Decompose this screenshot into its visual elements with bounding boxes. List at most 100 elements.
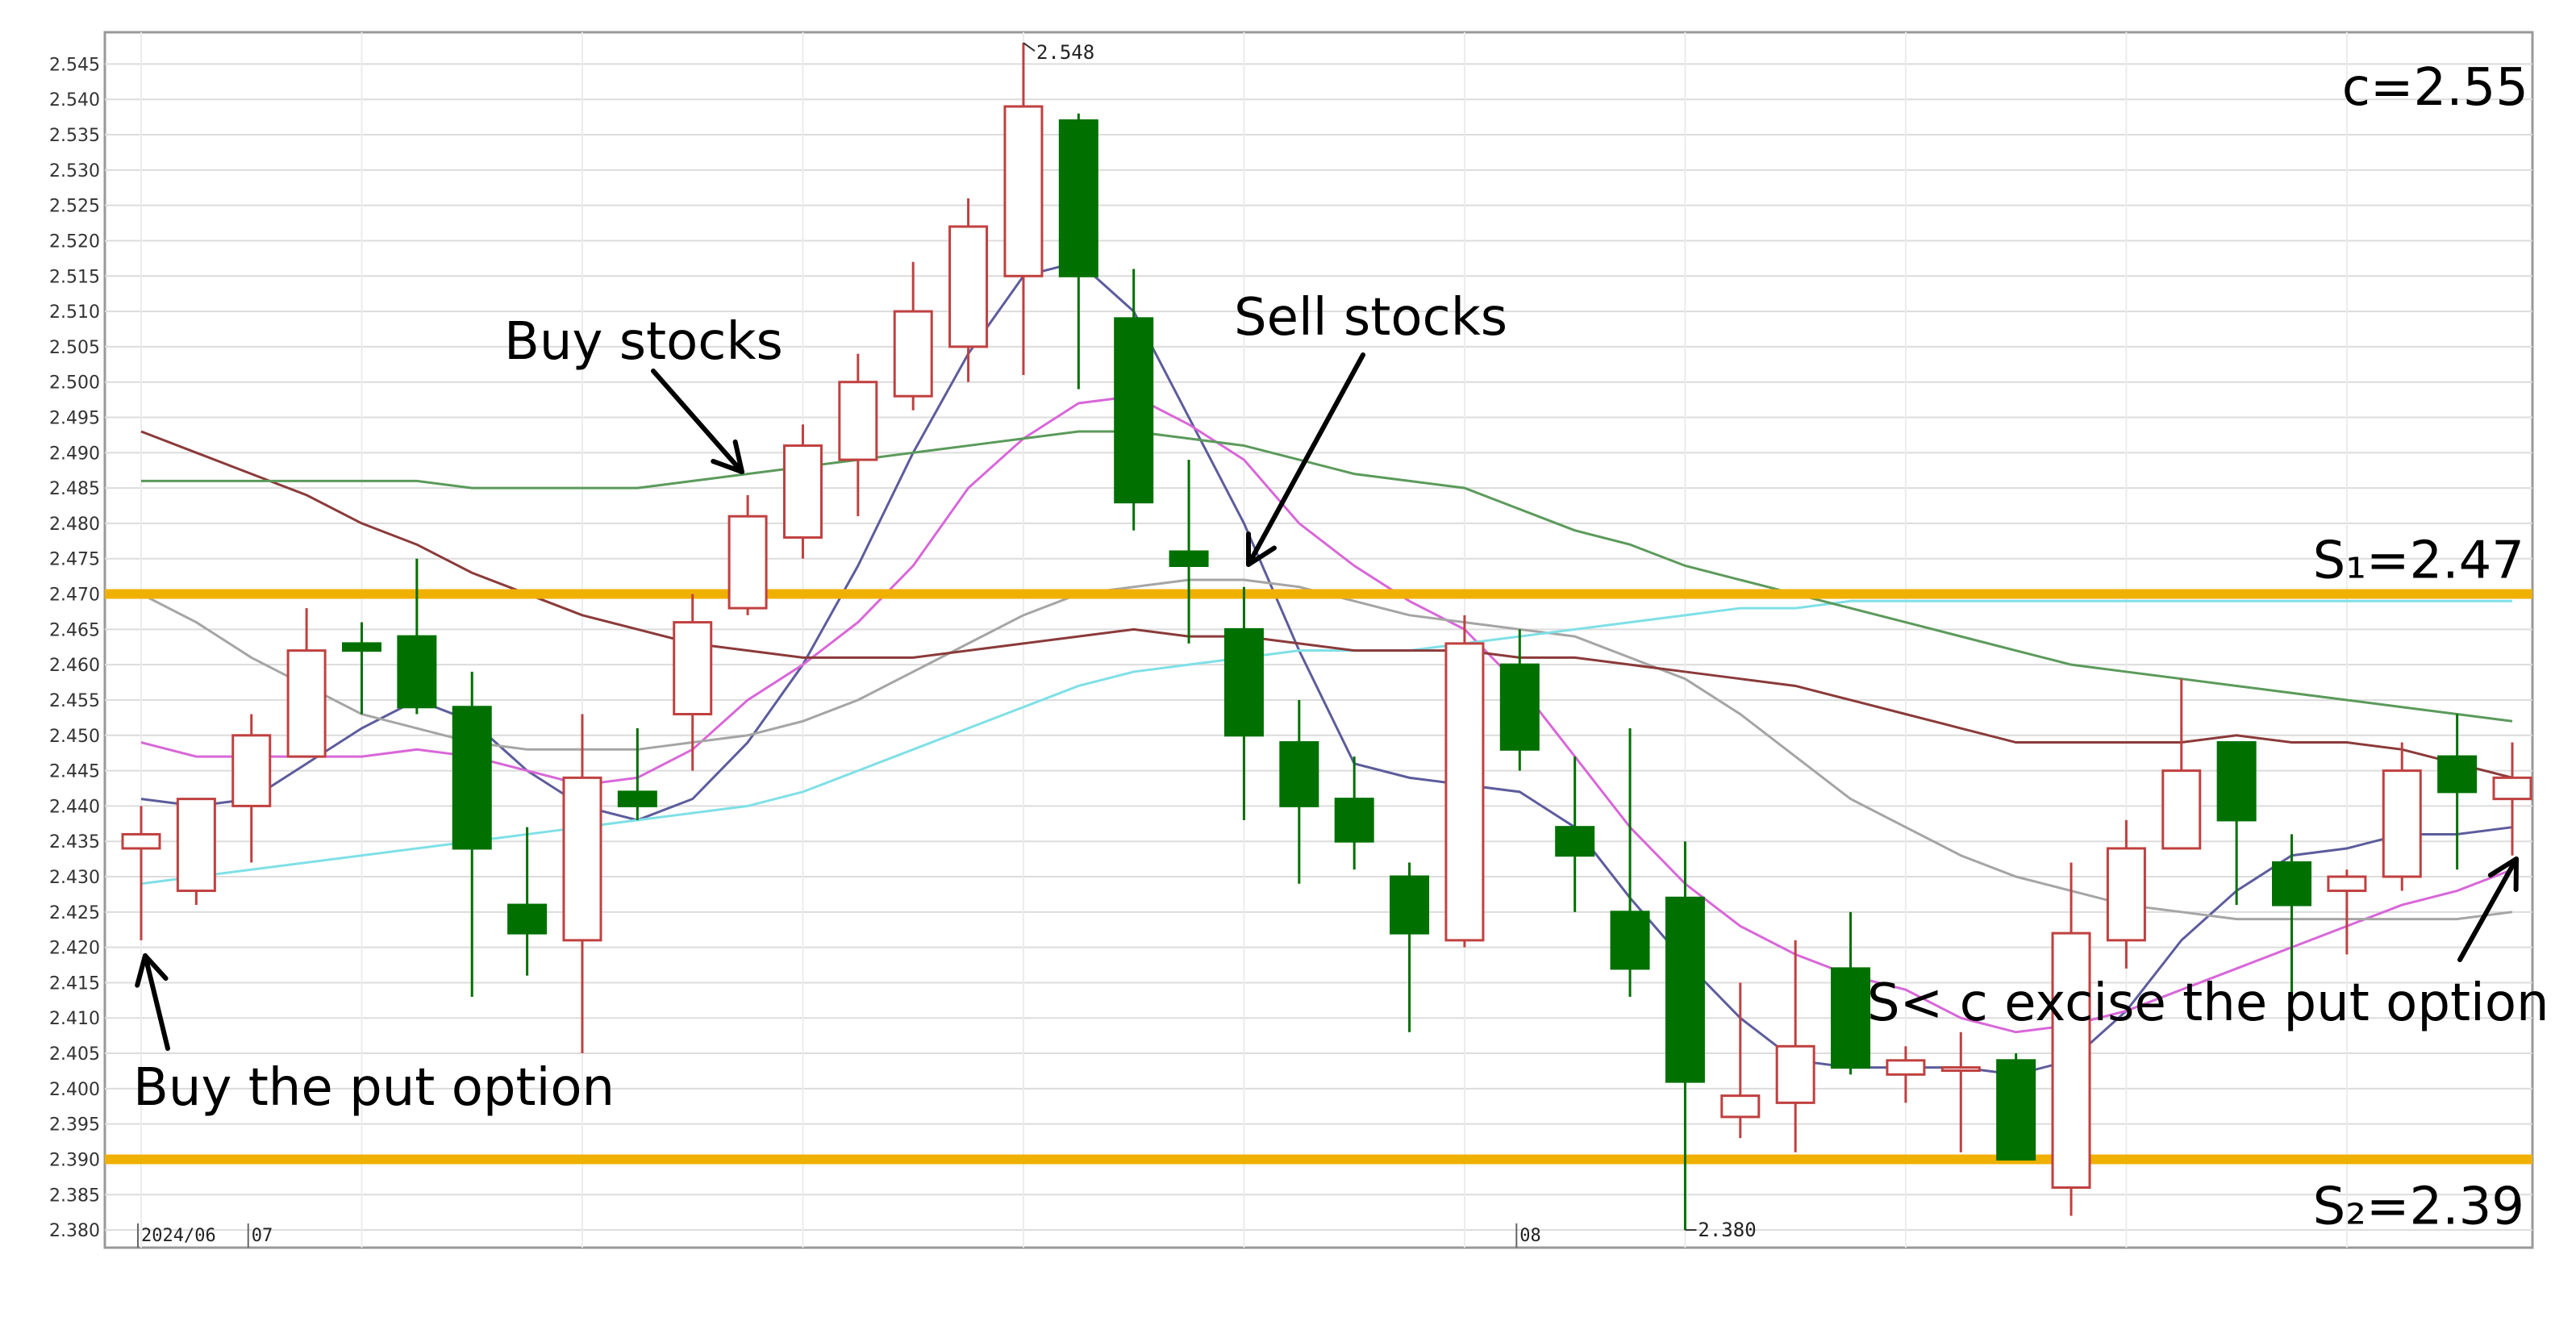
candle	[452, 671, 492, 997]
candle	[893, 261, 933, 411]
candle	[1334, 756, 1374, 870]
high-marker-arrow	[1023, 42, 1036, 52]
extreme-markers: 2.548 2.380	[1023, 41, 1757, 1241]
y-tick-label: 2.535	[49, 126, 100, 146]
candle	[1775, 940, 1815, 1152]
candle-body-down	[341, 642, 381, 652]
x-axis-labels: 2024/06 07 08	[137, 1223, 1541, 1248]
candle-body-up	[1444, 642, 1485, 942]
annotation-buy-stocks: Buy stocks	[504, 312, 783, 372]
candle	[1169, 460, 1209, 644]
candle-body-down	[2272, 861, 2312, 906]
candle	[1390, 862, 1430, 1032]
candle	[2106, 819, 2146, 969]
candle	[1223, 586, 1264, 820]
y-tick-label: 2.435	[49, 832, 100, 852]
candle	[2327, 869, 2367, 955]
candle-body-up	[2382, 769, 2422, 878]
candle	[2216, 741, 2257, 906]
candle-body-up	[562, 776, 602, 942]
candle	[121, 806, 161, 940]
candle	[231, 714, 272, 863]
candle-body-down	[1114, 317, 1154, 504]
y-tick-label: 2.515	[49, 267, 100, 287]
y-axis-tick-labels: 2.545 2.540 2.535 2.530 2.525 2.520 2.515 2.510…	[49, 55, 100, 1241]
candle-body-up	[782, 444, 823, 539]
arrow-sell-stocks	[1245, 352, 1365, 567]
level-label-1: S₁=2.47	[2313, 531, 2524, 591]
candle-body-down	[452, 706, 492, 850]
candle	[1444, 615, 1485, 948]
candle-body-down	[2437, 755, 2478, 794]
moving-average-line-6	[141, 430, 2513, 723]
candle	[727, 494, 768, 615]
candle-body-up	[231, 734, 272, 807]
y-tick-label: 2.445	[49, 762, 100, 782]
candle	[1665, 841, 1705, 1231]
candle-body-down	[1665, 896, 1705, 1083]
arrow-buy-stocks-head	[711, 439, 744, 474]
candle	[617, 728, 657, 820]
y-tick-label: 2.500	[49, 373, 100, 394]
candle-body-down	[617, 790, 657, 807]
candle-body-up	[948, 225, 989, 348]
arrow-sell-stocks-shaft	[1246, 352, 1365, 567]
candle	[2382, 742, 2422, 891]
annotation-buy-put: Buy the put option	[133, 1058, 615, 1118]
y-tick-label: 2.430	[49, 868, 100, 888]
support-level-lines: S₁=2.47 S₂=2.39	[105, 531, 2532, 1236]
candle-body-up	[2327, 875, 2367, 893]
candle	[2272, 834, 2312, 1011]
y-tick-label: 2.380	[49, 1221, 100, 1241]
candle-body-down	[1169, 550, 1209, 568]
candle-body-down	[1996, 1059, 2036, 1161]
candle-body-up	[893, 310, 933, 398]
candle	[1555, 756, 1595, 912]
candle	[2437, 714, 2478, 870]
x-tick-label: 2024/06	[141, 1226, 216, 1246]
y-tick-label: 2.505	[49, 338, 100, 358]
arrow-buy-stocks	[651, 369, 744, 474]
y-tick-label: 2.470	[49, 586, 100, 606]
candle-body-up	[2106, 847, 2146, 942]
arrow-sell-stocks-head	[1245, 531, 1277, 567]
candle	[1114, 269, 1154, 531]
candle-body-down	[2216, 741, 2257, 822]
candle-body-down	[1279, 741, 1319, 807]
moving-average-line-1	[140, 260, 2513, 1076]
chart-frame	[103, 31, 2534, 1249]
y-tick-label: 2.420	[49, 939, 100, 959]
y-tick-label: 2.525	[49, 197, 100, 217]
y-tick-label: 2.530	[49, 161, 100, 181]
candle	[562, 714, 602, 1054]
candle	[1720, 982, 1761, 1139]
y-tick-label: 2.480	[49, 515, 100, 535]
arrow-excise-put	[2457, 856, 2519, 962]
candle	[673, 594, 713, 771]
y-tick-label: 2.415	[49, 973, 100, 994]
candle	[1058, 113, 1098, 390]
y-tick-label: 2.475	[49, 550, 100, 570]
y-tick-label: 2.540	[49, 90, 100, 110]
candle	[1279, 699, 1319, 884]
candle-body-up	[1720, 1094, 1761, 1119]
annotation-excise-put: S< c excise the put option	[1867, 973, 2549, 1033]
candle-body-down	[1610, 911, 1650, 970]
candle-body-down	[1555, 826, 1595, 857]
y-tick-label: 2.395	[49, 1115, 100, 1136]
arrow-buy-put-shaft	[143, 953, 170, 1051]
candle-body-up	[176, 798, 216, 893]
candle	[341, 622, 381, 715]
y-tick-label: 2.490	[49, 444, 100, 464]
arrow-buy-put-head	[135, 953, 169, 988]
y-tick-label: 2.510	[49, 302, 100, 323]
y-tick-label: 2.495	[49, 409, 100, 429]
x-tick-label: 08	[1519, 1226, 1541, 1246]
candle	[838, 353, 878, 517]
low-marker-label: 2.380	[1698, 1219, 1756, 1241]
y-tick-label: 2.385	[49, 1186, 100, 1206]
candle-body-down	[1831, 967, 1871, 1069]
y-tick-label: 2.400	[49, 1080, 100, 1100]
moving-average-line-4	[140, 599, 2512, 886]
